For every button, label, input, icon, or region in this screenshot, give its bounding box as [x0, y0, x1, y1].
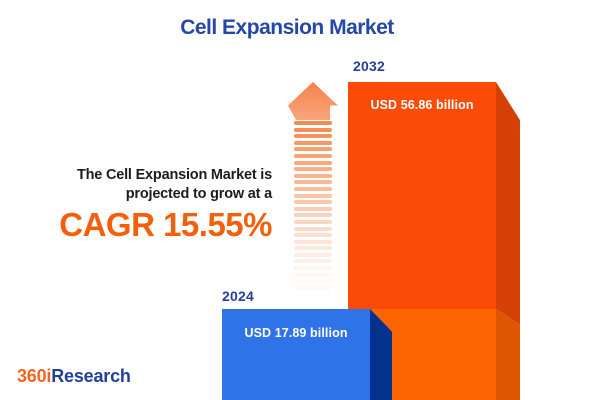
arrow-dash [294, 233, 332, 238]
arrow-dash [294, 147, 332, 152]
brand-logo-research: Research [51, 366, 131, 386]
bar-2024-side-face [370, 309, 392, 400]
arrow-dash [294, 121, 332, 125]
bar-2024-value-label: USD 17.89 billion [244, 326, 348, 340]
bar-2032-value-label: USD 56.86 billion [370, 98, 474, 112]
bar-2032-side-lower [496, 309, 520, 400]
bar-2032-front-upper [348, 82, 496, 309]
arrow-dash [294, 160, 332, 165]
arrow-dash [294, 200, 332, 205]
bar-2024-year-label: 2024 [222, 288, 254, 304]
arrow-dash [294, 285, 332, 290]
bar-2032-side-upper [496, 82, 520, 325]
cagr-value: CAGR 15.55% [59, 206, 272, 244]
arrow-dash [294, 127, 332, 132]
arrow-dash [294, 252, 332, 257]
arrow-dash [294, 259, 332, 264]
promo-text-block: The Cell Expansion Market is projected t… [59, 166, 272, 244]
arrow-dash [294, 140, 332, 145]
arrow-dash [294, 167, 332, 172]
growth-arrow-dashes [294, 121, 332, 292]
bar-2032-year-label: 2032 [353, 58, 385, 74]
brand-logo: 360iResearch [17, 366, 131, 387]
arrow-dash [294, 279, 332, 284]
arrow-dash [294, 239, 332, 244]
arrow-dash [294, 272, 332, 277]
page-title: Cell Expansion Market [180, 16, 394, 39]
brand-logo-360i: 360i [17, 366, 52, 386]
arrow-dash [294, 206, 332, 211]
growth-arrow-icon [288, 82, 338, 120]
arrow-dash [294, 193, 332, 198]
promo-line-1: The Cell Expansion Market is [76, 167, 272, 183]
arrow-dash [294, 266, 332, 271]
bar-2032-side-face [496, 82, 520, 400]
arrow-dash [294, 246, 332, 251]
arrow-dash [294, 226, 332, 231]
arrow-dash [294, 213, 332, 218]
promo-line-2: projected to grow at a [125, 185, 272, 202]
arrow-dash [294, 134, 332, 139]
arrow-dash [294, 186, 332, 191]
arrow-dash [294, 173, 332, 178]
bar-2024-front-face [222, 309, 370, 400]
arrow-dash [294, 219, 332, 224]
arrow-dash [294, 180, 332, 185]
arrow-dash [294, 153, 332, 158]
